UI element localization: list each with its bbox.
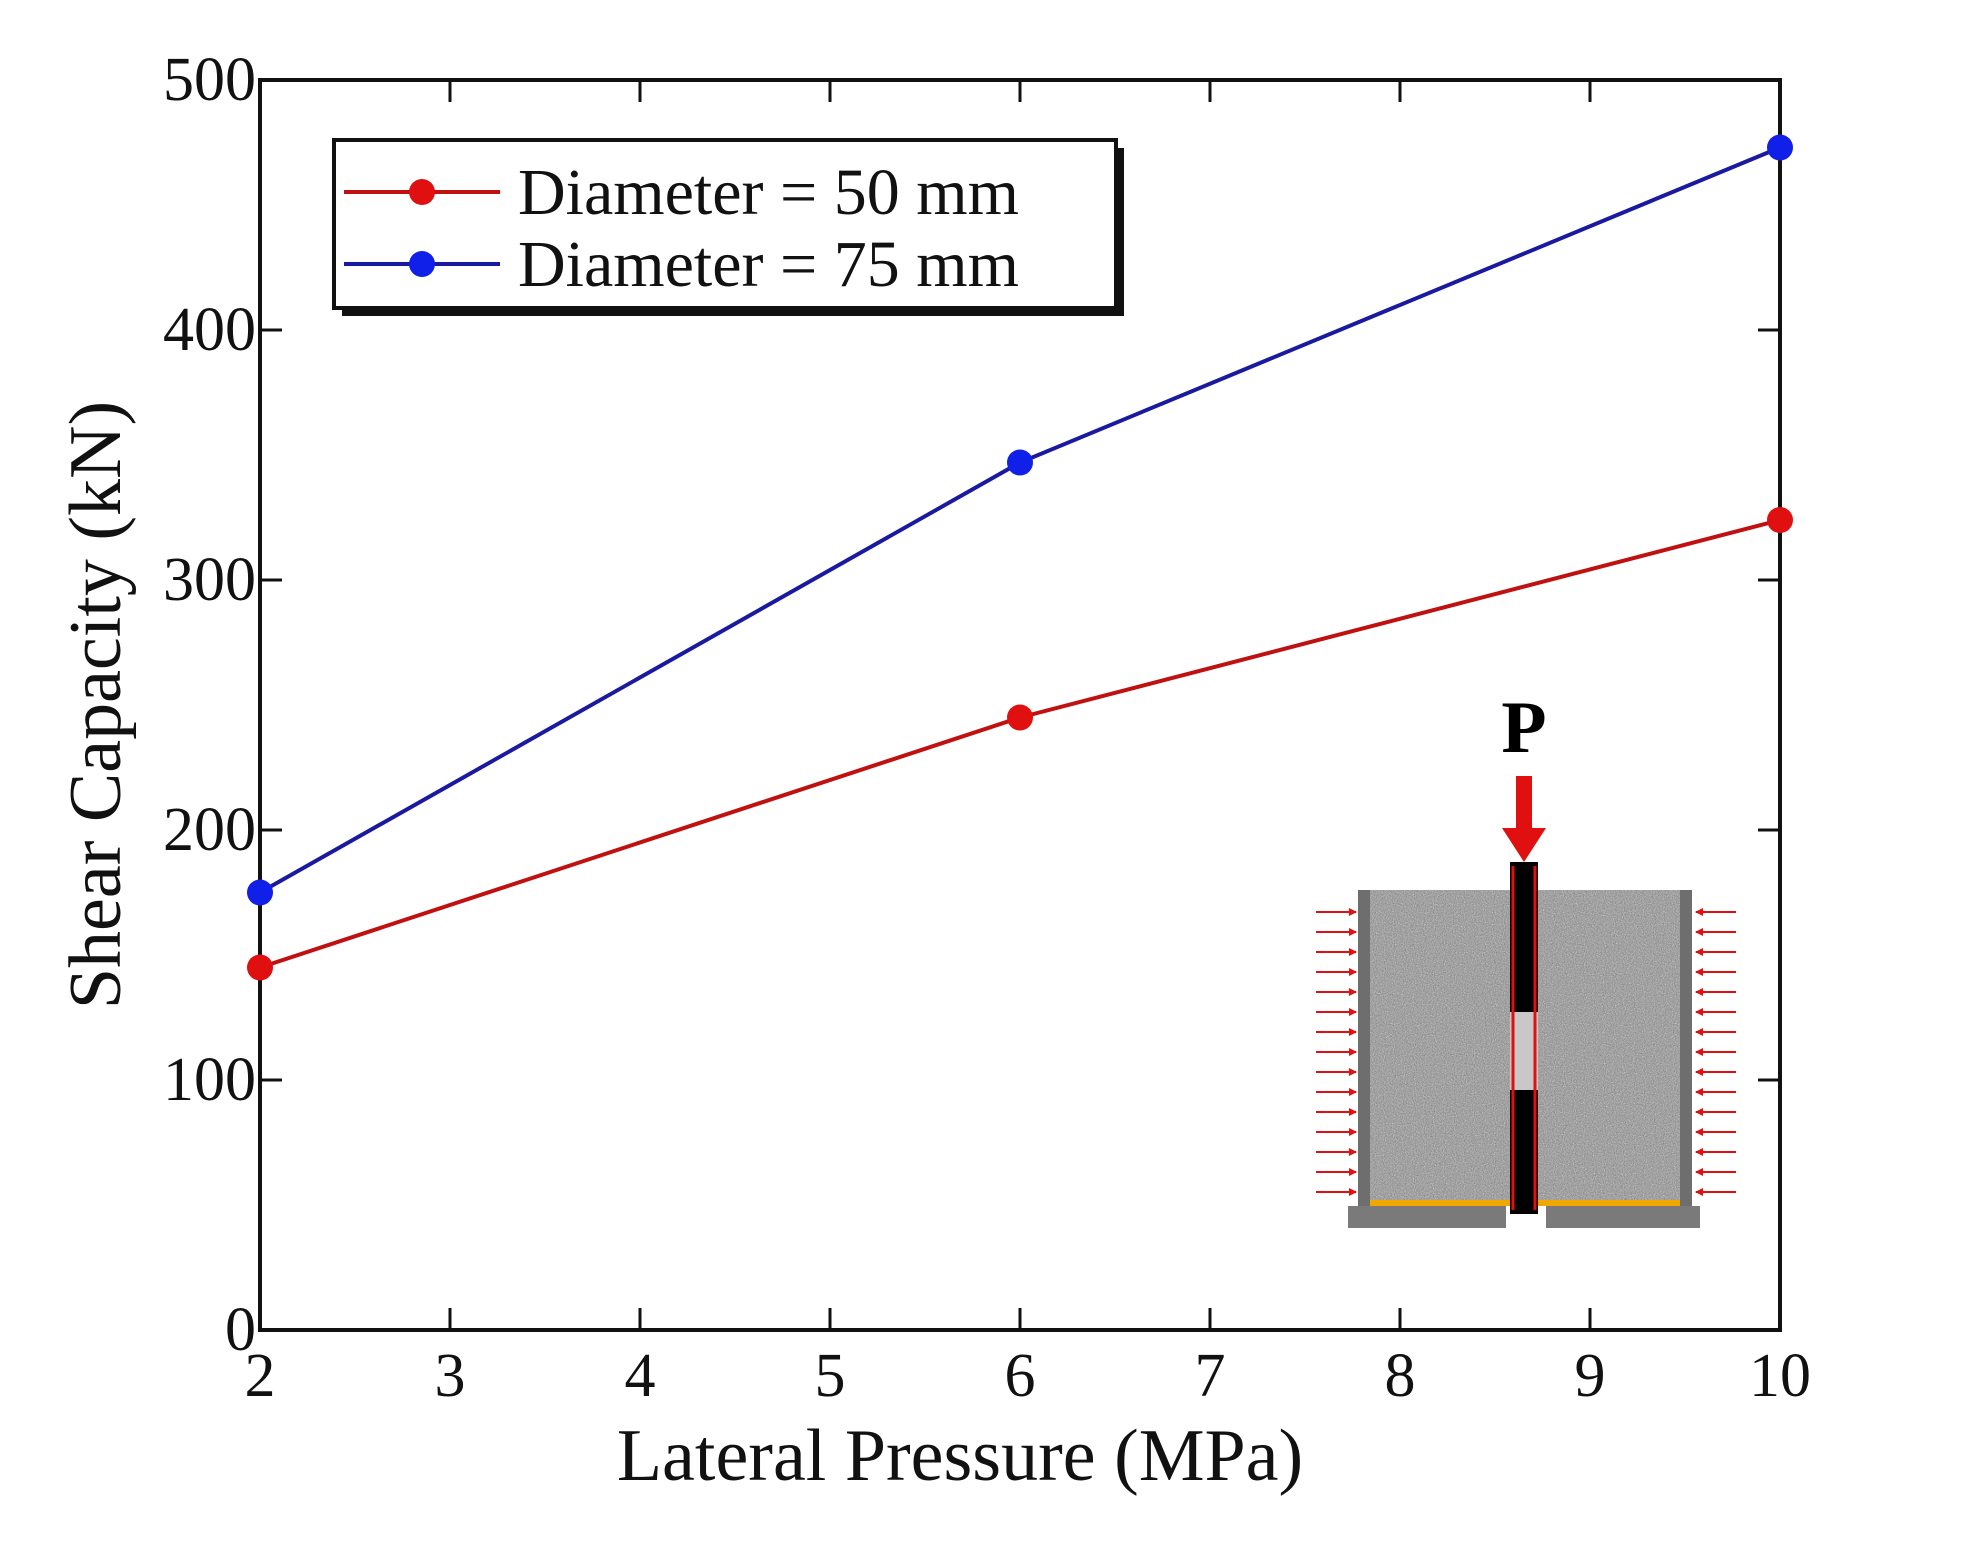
x-tick-label: 7 [1195, 1342, 1226, 1410]
test-setup-inset: P [1316, 687, 1736, 1228]
x-tick-label: 8 [1385, 1342, 1416, 1410]
legend-label-0: Diameter = 50 mm [518, 156, 1019, 229]
side-plate-left [1358, 890, 1370, 1206]
load-arrow-icon [1502, 776, 1546, 862]
x-tick-label: 9 [1575, 1342, 1606, 1410]
support-pad-right [1538, 1200, 1680, 1206]
x-tick-label: 2 [245, 1342, 276, 1410]
concrete-block-right [1538, 890, 1686, 1206]
y-tick-label: 500 [163, 46, 256, 114]
concrete-block-left [1364, 890, 1510, 1206]
series-layer [247, 134, 1793, 981]
dowel-bar-bottom [1510, 1090, 1538, 1214]
data-point [1007, 449, 1033, 476]
y-tick-label: 0 [225, 1296, 256, 1364]
side-plate-right [1680, 890, 1692, 1206]
data-point [1767, 507, 1793, 533]
data-point [247, 879, 273, 906]
support-base-left [1348, 1206, 1506, 1228]
x-axis-label: Lateral Pressure (MPa) [617, 1415, 1303, 1497]
support-base-right [1546, 1206, 1700, 1228]
legend-label-1: Diameter = 75 mm [518, 228, 1019, 301]
data-point [1007, 704, 1033, 731]
x-tick-label: 3 [435, 1342, 466, 1410]
x-tick-label: 6 [1005, 1342, 1036, 1410]
dowel-bar-middle [1510, 1012, 1538, 1090]
y-axis-label: Shear Capacity (kN) [55, 401, 137, 1009]
y-tick-label: 300 [163, 546, 256, 614]
lateral-pressure-arrows-left [1316, 908, 1357, 1196]
y-tick-label: 200 [163, 796, 256, 864]
x-tick-label: 10 [1749, 1342, 1811, 1410]
x-tick-label: 5 [815, 1342, 846, 1410]
inset-load-label: P [1501, 687, 1546, 769]
legend-marker-1 [409, 251, 435, 277]
data-point [1767, 134, 1793, 161]
data-point [247, 954, 273, 981]
legend-marker-0 [409, 179, 435, 205]
x-tick-label: 4 [625, 1342, 656, 1410]
legend-box [332, 138, 1118, 310]
x-axis-ticks: 2 3 4 5 6 7 8 9 10 [245, 80, 1811, 1410]
y-axis-ticks: 0 100 200 300 400 500 [163, 46, 1780, 1364]
y-tick-label: 100 [163, 1046, 256, 1114]
y-tick-label: 400 [163, 296, 256, 364]
lateral-pressure-arrows-right [1695, 908, 1736, 1196]
dowel-bar-top [1510, 862, 1538, 1012]
support-pad-left [1370, 1200, 1510, 1206]
